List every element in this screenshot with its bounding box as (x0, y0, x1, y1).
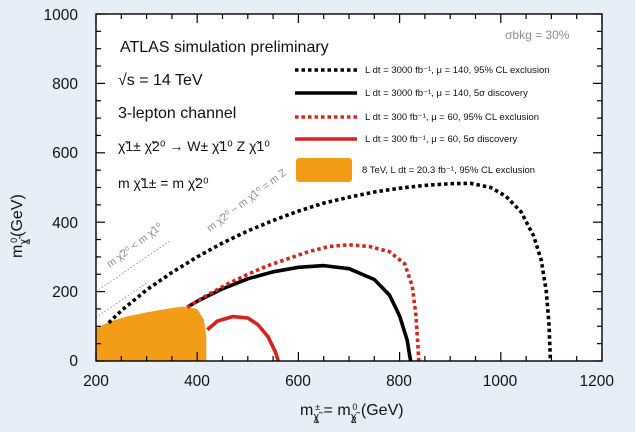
legend-label: L dt = 3000 fb⁻¹, μ = 140, 5σ discovery (365, 88, 528, 99)
legend-label: 8 TeV, L dt = 20.3 fb⁻¹, 95% CL exclusio… (362, 165, 535, 176)
series-line-2 (186, 243, 421, 362)
plot-area (96, 14, 602, 361)
diagonal-equal-line (95, 240, 170, 293)
y-tick-labels: 0 200 400 600 800 1000 (44, 7, 79, 370)
axis-ticks (95, 13, 603, 362)
series-line-1 (186, 263, 413, 362)
kinematic-boundaries (95, 240, 170, 319)
x-tick-label: 1200 (580, 373, 615, 390)
y-tick-label: 200 (52, 284, 78, 301)
sigma-bkg-label: σbkg = 30% (505, 28, 570, 42)
x-axis-label: mχ̃± 1 = mχ̃0 2 (GeV) (300, 402, 404, 425)
series-area-8tev (96, 306, 207, 361)
y-tick-label: 0 (69, 353, 78, 370)
process-label: χ̃1± χ̃2⁰ → W± χ̃1⁰ Z χ̃1⁰ (118, 138, 270, 154)
legend-label: L dt = 300 fb⁻¹, μ = 60, 95% CL exclusio… (365, 112, 539, 123)
energy-label: √s = 14 TeV (118, 72, 203, 89)
x-tick-label: 600 (285, 373, 311, 390)
chart-title: ATLAS simulation preliminary (120, 39, 329, 56)
legend-label: L dt = 3000 fb⁻¹, μ = 140, 95% CL exclus… (365, 65, 550, 76)
series-line-0 (107, 181, 553, 362)
channel-label: 3-lepton channel (118, 105, 236, 122)
x-tick-labels: 200 400 600 800 1000 1200 (83, 373, 614, 390)
legend: L dt = 3000 fb⁻¹, μ = 140, 95% CL exclus… (295, 65, 550, 182)
y-tick-label: 800 (52, 76, 78, 93)
y-tick-label: 600 (52, 145, 78, 162)
y-tick-label: 1000 (44, 7, 79, 24)
y-axis-label: mχ̃0 1(GeV) (9, 194, 32, 258)
series-group (96, 181, 553, 362)
x-tick-label: 1000 (483, 373, 518, 390)
series-line-3 (206, 314, 280, 362)
x-tick-label: 400 (184, 373, 210, 390)
legend-swatch (296, 158, 352, 182)
x-tick-label: 200 (83, 373, 109, 390)
mass-equality-label: m χ̃1± = m χ̃2⁰ (118, 175, 209, 191)
y-tick-label: 400 (52, 215, 78, 232)
x-tick-label: 800 (386, 373, 412, 390)
legend-label: L dt = 300 fb⁻¹, μ = 60, 5σ discovery (365, 134, 517, 145)
